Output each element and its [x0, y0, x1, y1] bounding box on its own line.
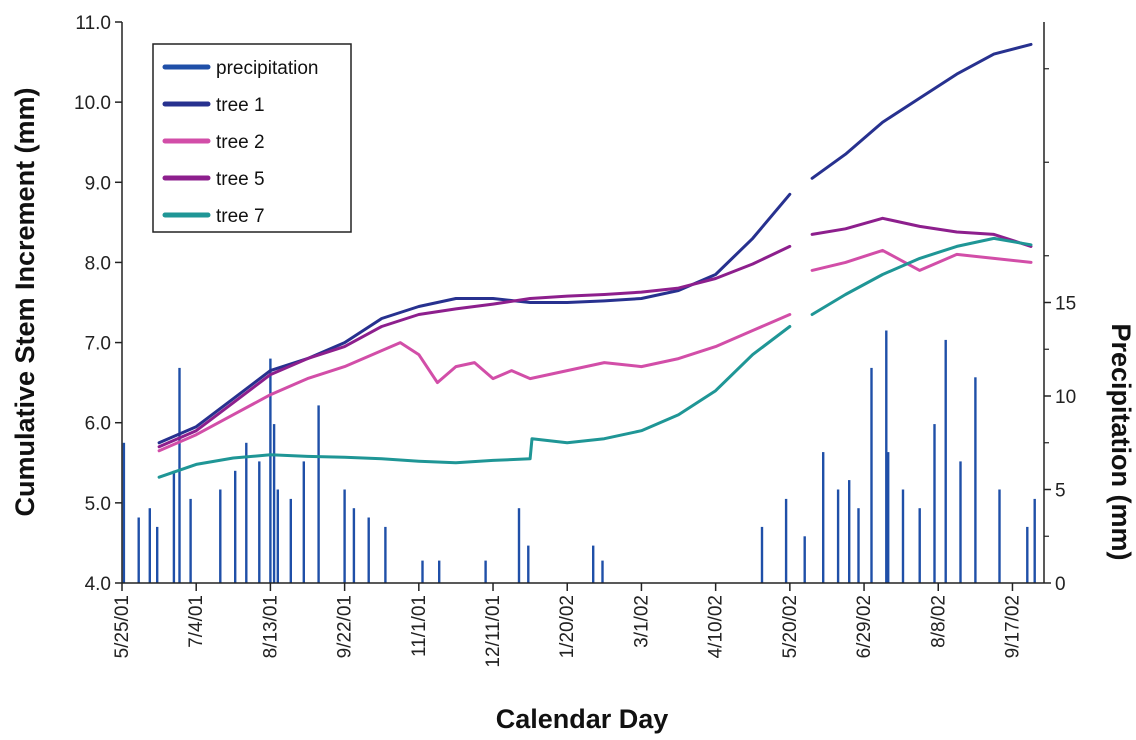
precipitation-bar [122, 442, 126, 584]
y-right-tick-label: 5 [1055, 481, 1066, 502]
precipitation-bar [592, 545, 595, 583]
legend-label: precipitation [216, 58, 318, 79]
series-line-tree-1 [810, 42, 1033, 180]
precipitation-bar [234, 470, 237, 583]
precipitation-bar [933, 424, 936, 583]
series-line-tree-7 [810, 236, 1033, 316]
precipitation-bar [156, 526, 159, 583]
y-left-tick-label: 5.0 [85, 494, 111, 515]
x-tick-label: 3/1/02 [631, 595, 652, 648]
y-axis-left-title: Cumulative Stem Increment (mm) [10, 87, 40, 516]
precipitation-bar [803, 536, 806, 584]
precipitation-bar [367, 517, 370, 583]
y-left-tick-label: 11.0 [75, 13, 111, 34]
x-tick-label: 7/4/01 [186, 595, 207, 648]
precipitation-bar [137, 517, 140, 583]
precipitation-bar [959, 461, 962, 583]
x-tick-label: 11/1/01 [409, 595, 430, 657]
precipitation-bar [974, 377, 977, 583]
precipitation-bar [269, 358, 272, 583]
precipitation-bar [276, 489, 279, 583]
x-tick-label: 8/13/01 [260, 595, 281, 658]
precipitation-bar [601, 560, 604, 583]
precipitation-bar [289, 498, 292, 583]
precipitation-bar [901, 489, 905, 583]
precipitation-bar [343, 489, 346, 583]
precipitation-bar [887, 452, 890, 583]
precipitation-bar [189, 498, 192, 583]
precipitation-bar [384, 526, 387, 583]
legend-label: tree 2 [216, 132, 265, 153]
precipitation-bar [421, 560, 424, 583]
y-left-tick-label: 8.0 [85, 253, 111, 274]
series-line-tree-7 [157, 325, 792, 479]
precipitation-bars [122, 330, 1036, 584]
precipitation-bar [172, 470, 176, 583]
precipitation-bar [760, 526, 764, 583]
precipitation-bar [848, 480, 851, 583]
x-tick-label: 5/20/02 [780, 595, 801, 658]
legend-box [152, 43, 352, 233]
y-axis-right-title: Precipitation (mm) [1106, 323, 1136, 560]
series-lines [157, 42, 1033, 479]
legend-label: tree 5 [216, 169, 265, 190]
precipitation-bar [178, 367, 181, 583]
y-left-tick-label: 9.0 [85, 173, 111, 194]
precipitation-bar [870, 367, 873, 583]
precipitation-bar [219, 489, 222, 583]
x-axis-title: Calendar Day [496, 704, 669, 734]
precipitation-bar [484, 560, 487, 583]
precipitation-bar [148, 508, 151, 583]
y-left-tick-label: 7.0 [85, 334, 111, 355]
axes: 4.0 5.0 6.0 7.0 8.0 9.0 10.0 11.0 0 5 10 15 5/25/01 7… [74, 13, 1076, 668]
x-tick-label: 5/25/01 [112, 595, 133, 658]
precipitation-bar [317, 405, 320, 583]
precipitation-bar [1026, 526, 1029, 583]
precipitation-bar [527, 545, 530, 583]
precipitation-bar [784, 498, 788, 583]
x-tick-label: 8/8/02 [928, 595, 949, 648]
legend-label: tree 7 [216, 206, 265, 227]
x-tick-label: 4/10/02 [706, 595, 727, 658]
precipitation-bar [1033, 498, 1036, 583]
precipitation-bar [272, 424, 276, 583]
y-right-tick-label: 10 [1055, 387, 1076, 408]
series-line-tree-5 [810, 216, 1033, 248]
precipitation-bar [885, 330, 888, 583]
precipitation-bar [998, 489, 1001, 583]
series-line-tree-2 [157, 313, 792, 453]
legend: precipitation tree 1 tree 2 tree 5 tree 7 [152, 43, 352, 233]
x-tick-label: 6/29/02 [854, 595, 875, 658]
series-line-tree-2 [810, 248, 1033, 272]
y-right-tick-label: 0 [1055, 574, 1066, 595]
y-right-tick-label: 15 [1055, 294, 1076, 315]
legend-label: tree 1 [216, 95, 265, 116]
precipitation-bar [258, 461, 261, 583]
precipitation-bar [302, 461, 305, 583]
precipitation-bar [822, 452, 825, 583]
x-tick-label: 9/17/02 [1003, 595, 1024, 658]
series-line-tree-5 [157, 244, 792, 449]
precipitation-bar [245, 442, 248, 584]
y-left-tick-label: 10.0 [74, 93, 111, 114]
x-tick-label: 9/22/01 [335, 595, 356, 658]
x-tick-label: 1/20/02 [557, 595, 578, 658]
precipitation-bar [836, 489, 840, 583]
precipitation-bar [857, 508, 860, 583]
precipitation-bar [944, 339, 947, 583]
precipitation-bar [352, 508, 356, 583]
x-tick-label: 12/11/01 [483, 595, 504, 668]
precipitation-bar [517, 508, 521, 583]
y-left-tick-label: 4.0 [85, 574, 111, 595]
y-left-tick-label: 6.0 [85, 414, 111, 435]
precipitation-bar [438, 560, 441, 583]
precipitation-bar [918, 508, 921, 583]
